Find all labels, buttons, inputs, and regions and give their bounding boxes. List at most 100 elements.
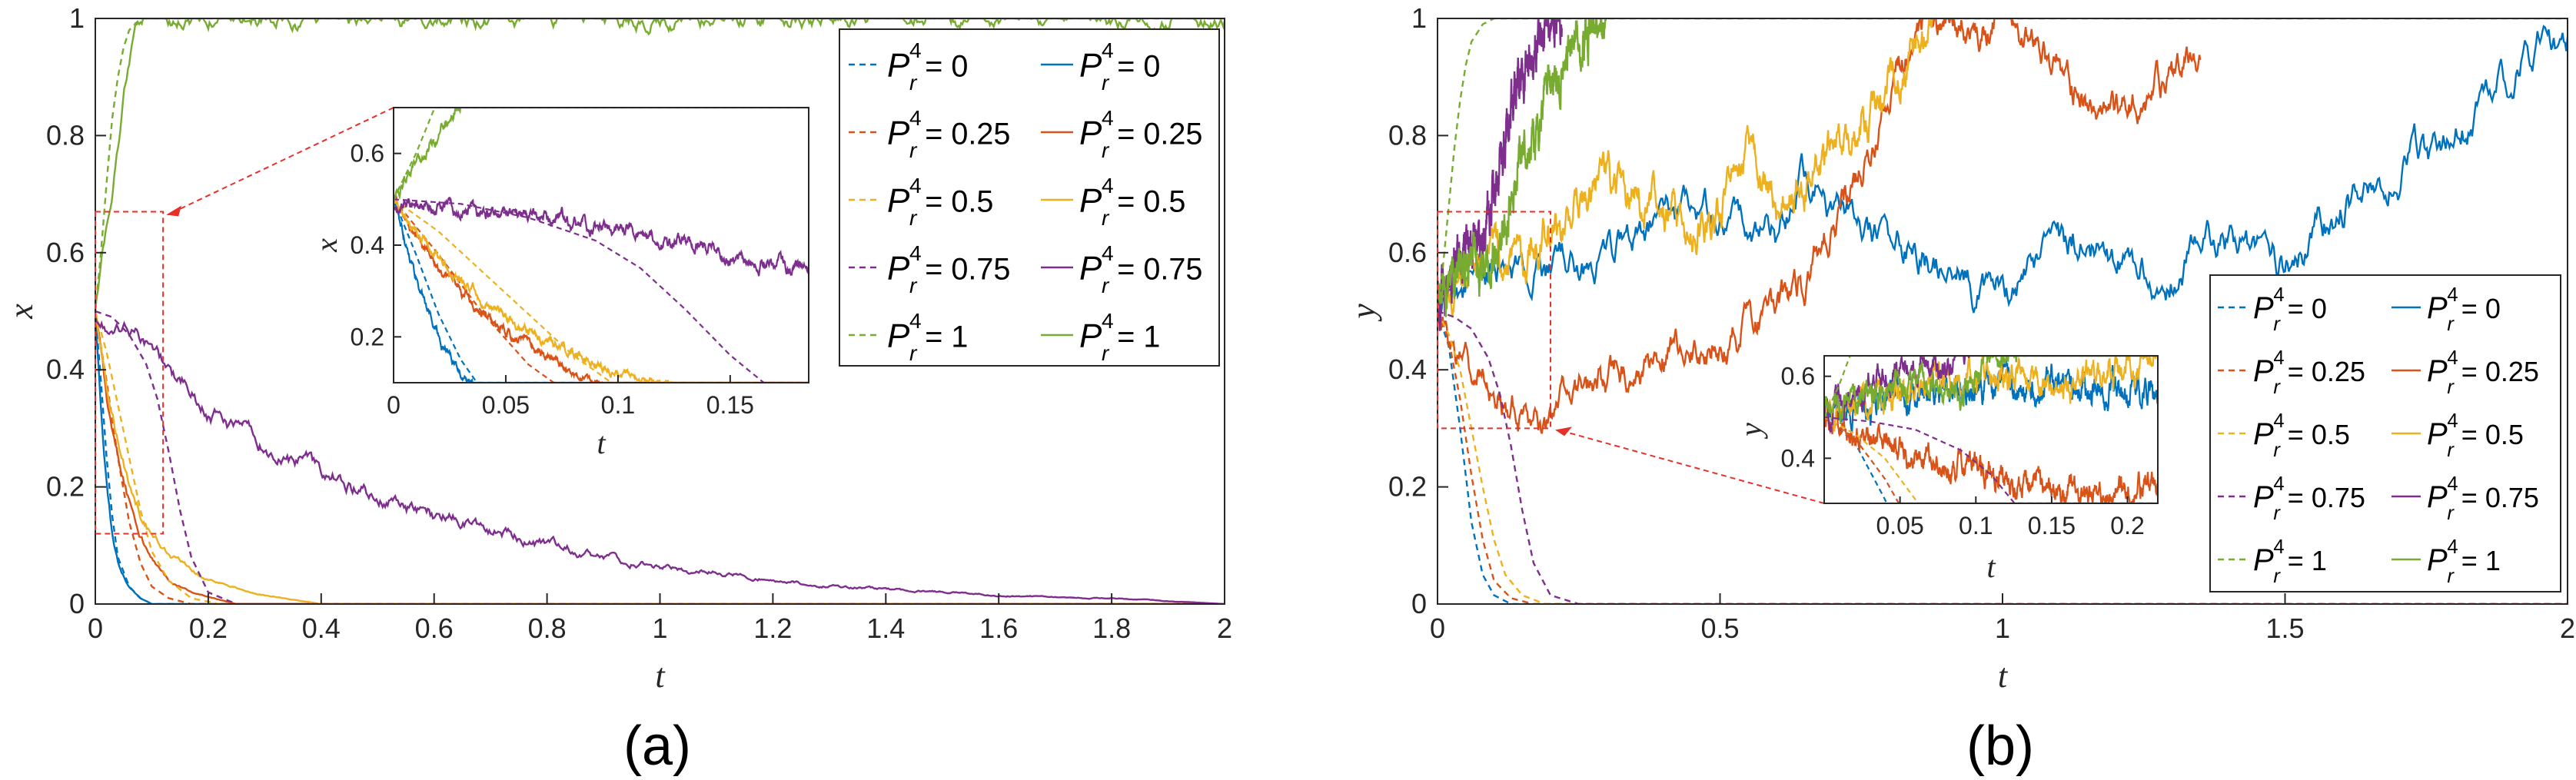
panel-a-inset-xlabel: t — [597, 426, 606, 460]
panel-a-label: (a) — [623, 715, 691, 777]
panel-b-legend-sup: 4 — [2447, 410, 2458, 432]
panel-b-inset-series-dashed-p05 — [1824, 417, 2158, 503]
panel-b-legend-sup: 4 — [2273, 347, 2284, 369]
panel-a-inset-series-dashed-p075 — [394, 198, 809, 383]
panel-b-legend-value: = 0.75 — [2461, 482, 2539, 513]
panel-b-inset-series-dashed-p0 — [1824, 417, 2158, 503]
panel-a-inset-xtick-label: 0.15 — [706, 391, 754, 419]
panel-a-inset-series-solid-p0 — [394, 200, 809, 383]
panel-b-legend-sub: r — [2273, 314, 2281, 335]
panel-b-legend-value: = 0 — [2288, 293, 2327, 324]
panel-a-legend-item-dashed-p05: P 4 r = 0.5 — [849, 174, 993, 230]
panel-b-zoom-box — [1437, 211, 1551, 430]
panel-b-ytick-label: 0.6 — [1388, 237, 1427, 268]
panel-a-legend-sup: 4 — [1102, 38, 1114, 62]
panel-b-inset-series-solid-p025 — [1824, 408, 2158, 503]
panel-a-legend-value: = 0.75 — [1117, 252, 1202, 286]
panel-b: 0 0.5 1 1.5 2 0 0.2 0.4 0.6 0.8 1 t y 0.05 0.1 0.15 0.2… — [1345, 2, 2575, 777]
panel-a-inset-series-dashed-p05 — [394, 198, 809, 383]
panel-a-legend-symbol: P — [1079, 317, 1102, 354]
panel-b-ylabel: y — [1345, 304, 1382, 322]
panel-b-zoom-arrowhead — [1555, 427, 1572, 436]
panel-b-inset-xtick-label: 0.15 — [2028, 512, 2076, 539]
panel-a-legend-value: = 1 — [1117, 320, 1160, 353]
panel-b-legend-symbol: P — [2427, 354, 2448, 388]
panel-a-inset-plot: 0 0.05 0.1 0.15 0.2 0.4 0.6 t x — [309, 107, 809, 460]
panel-b-legend-symbol: P — [2427, 417, 2448, 451]
panel-b-legend-sup: 4 — [2447, 284, 2458, 306]
panel-a-series-solid-p075 — [95, 317, 1225, 604]
panel-b-legend-sup: 4 — [2273, 284, 2284, 306]
panel-b-legend-value: = 0 — [2461, 293, 2501, 324]
panel-b-legend-value: = 0.25 — [2288, 356, 2365, 387]
panel-a-legend-sup: 4 — [1102, 174, 1114, 197]
panel-a-ytick-label: 1 — [69, 2, 85, 34]
panel-a-legend-sup: 4 — [1102, 309, 1114, 333]
panel-a-legend-sup: 4 — [1102, 241, 1114, 265]
panel-a-ytick-label: 0 — [69, 588, 85, 619]
panel-b-ytick-label: 0.2 — [1388, 471, 1427, 503]
panel-b-xtick-label: 2 — [2560, 612, 2575, 644]
panel-b-xtick-label: 0 — [1430, 612, 1445, 644]
panel-b-legend-item-dashed-p1: P 4 r = 1 — [2218, 536, 2327, 587]
panel-b-ytick-label: 0.4 — [1388, 353, 1427, 385]
panel-a-legend-value: = 0 — [1117, 49, 1160, 83]
panel-a-legend-symbol: P — [1079, 249, 1102, 287]
panel-a-legend-symbol: P — [887, 181, 910, 219]
panel-a-legend-sup: 4 — [909, 106, 922, 130]
panel-a-legend-sup: 4 — [1102, 106, 1114, 130]
panel-b-legend-symbol: P — [2427, 291, 2448, 325]
panel-b-legend-sub: r — [2447, 314, 2455, 335]
panel-b-legend-value: = 1 — [2288, 545, 2327, 576]
panel-a-legend-sub: r — [1102, 138, 1110, 162]
panel-a-legend-symbol: P — [1079, 181, 1102, 219]
panel-b-legend-value: = 1 — [2461, 545, 2501, 576]
panel-a-legend-sub: r — [1102, 71, 1110, 95]
panel-b-label: (b) — [1966, 715, 2034, 777]
panel-a-legend-box — [839, 28, 1220, 367]
panel-b-inset-series-dashed-p075 — [1824, 416, 2158, 503]
panel-a-legend-item-solid-p0: P 4 r = 0 — [1041, 38, 1160, 95]
panel-b-legend-item-solid-p05: P 4 r = 0.5 — [2392, 410, 2524, 461]
panel-b-legend-value: = 0.75 — [2288, 482, 2365, 513]
panel-a-legend-sub: r — [909, 274, 918, 297]
panel-a-legend-value: = 1 — [925, 320, 968, 353]
panel-a-zoom-box — [95, 211, 165, 535]
panel-a-xtick-label: 0.4 — [302, 612, 341, 644]
panel-a-legend-value: = 0 — [925, 49, 968, 83]
panel-a-xlabel: t — [655, 657, 666, 695]
panel-b-legend-symbol: P — [2253, 417, 2274, 451]
panel-a-legend-item-solid-p1: P 4 r = 1 — [1041, 309, 1160, 365]
panel-a-legend-symbol: P — [887, 249, 910, 287]
panel-b-xtick-label: 0.5 — [1700, 612, 1739, 644]
panel-a-legend-sub: r — [909, 138, 918, 162]
panel-b-inset-ytick-label: 0.6 — [1781, 363, 1815, 390]
panel-b-xtick-label: 1.5 — [2265, 612, 2304, 644]
panel-a-xtick-label: 2 — [1217, 612, 1232, 644]
panel-a-legend-item-solid-p05: P 4 r = 0.5 — [1041, 174, 1185, 230]
panel-a-legend-sub: r — [909, 71, 918, 95]
panel-b-inset-xtick-label: 0.2 — [2110, 512, 2144, 539]
panel-a: 0 0.2 0.4 0.6 0.8 1 1.2 1.4 1.6 1.8 2 0 0.2 0.4 0.6 0.8… — [2, 2, 1232, 777]
panel-b-legend-sup: 4 — [2447, 473, 2458, 495]
panel-a-ytick-label: 0.2 — [46, 471, 85, 503]
panel-a-legend-item-solid-p075: P 4 r = 0.75 — [1041, 241, 1202, 297]
panel-b-legend-item-dashed-p0: P 4 r = 0 — [2218, 284, 2327, 335]
panel-b-legend-sup: 4 — [2273, 410, 2284, 432]
panel-b-legend-sub: r — [2273, 503, 2281, 524]
panel-b-legend-sub: r — [2273, 566, 2281, 587]
panel-a-legend-item-dashed-p1: P 4 r = 1 — [849, 309, 968, 365]
panel-a-inset-xtick-label: 0 — [387, 391, 401, 419]
panel-a-zoom-indicator — [95, 107, 394, 535]
panel-b-legend-box — [2209, 274, 2561, 592]
panel-a-inset-xtick-label: 0.1 — [601, 391, 635, 419]
panel-b-ytick-label: 0 — [1411, 588, 1427, 619]
panel-a-inset-series-group — [394, 108, 809, 383]
panel-b-legend-value: = 0.5 — [2461, 419, 2524, 450]
panel-a-inset-xtick-label: 0.05 — [482, 391, 530, 419]
panel-a-xtick-label: 1.4 — [866, 612, 905, 644]
panel-b-inset-series-dashed-p025 — [1824, 417, 2158, 503]
panel-a-inset-ytick-label: 0.6 — [351, 140, 384, 168]
panel-a-xtick-label: 1.6 — [979, 612, 1018, 644]
